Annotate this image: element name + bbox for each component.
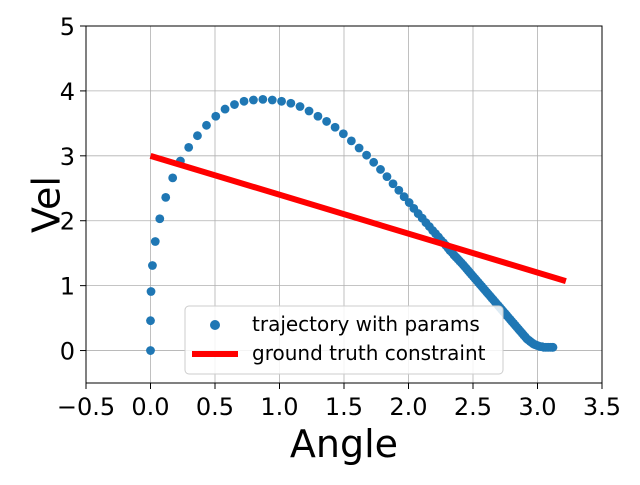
x-tick-label: 0.0 (131, 393, 169, 421)
x-tick-label: 2.0 (389, 393, 427, 421)
trajectory-point (382, 172, 392, 181)
y-tick-label: 3 (60, 143, 75, 171)
legend: trajectory with params ground truth cons… (184, 305, 504, 375)
trajectory-point (388, 179, 398, 189)
y-tick-label: 5 (60, 13, 75, 41)
trajectory-point (230, 100, 239, 109)
axis-ticks: −0.5 0.0 0.5 1.0 1.5 2.0 2.5 3.0 3.5 0 1 2 3 4 5 (57, 13, 621, 421)
legend-label-ground-truth: ground truth constraint (252, 341, 486, 365)
trajectory-point (184, 142, 194, 152)
trajectory-point (322, 117, 331, 126)
x-tick-label: 0.5 (196, 393, 234, 421)
trajectory-point (267, 95, 277, 105)
trajectory-point (150, 237, 160, 246)
trajectory-point (146, 346, 155, 355)
trajectory-point (548, 342, 558, 352)
trajectory-point (211, 111, 221, 121)
trajectory-point (304, 106, 314, 116)
trajectory-point (146, 287, 156, 296)
x-axis-label: Angle (290, 422, 398, 466)
y-axis-label: Vel (24, 176, 68, 233)
trajectory-point (258, 94, 268, 104)
trajectory-point (193, 131, 202, 141)
trajectory-point (277, 96, 286, 106)
trajectory-point (249, 95, 258, 105)
y-tick-label: 1 (60, 273, 75, 301)
trajectory-point (155, 214, 165, 224)
trajectory-point (330, 122, 340, 132)
trajectory-point (220, 104, 230, 114)
x-tick-label: 2.5 (454, 393, 492, 421)
trajectory-point (161, 192, 171, 202)
ground-truth-line (149, 152, 567, 284)
trajectory-point (369, 157, 379, 167)
trajectory-point (338, 129, 348, 139)
trajectory-point (354, 143, 364, 153)
trajectory-point (286, 98, 296, 108)
trajectory-point (168, 173, 178, 183)
trajectory-point (295, 102, 305, 111)
x-tick-label: 3.0 (518, 393, 556, 421)
trajectory-point (394, 185, 404, 195)
trajectory-point (146, 316, 155, 326)
trajectory-point (346, 136, 356, 146)
y-tick-label: 4 (60, 78, 75, 106)
legend-box (184, 305, 504, 375)
y-tick-label: 2 (60, 208, 75, 236)
trajectory-point (313, 111, 323, 121)
x-tick-label: 1.0 (260, 393, 298, 421)
x-tick-label: 3.5 (583, 393, 621, 421)
legend-label-trajectory: trajectory with params (252, 312, 480, 336)
trajectory-point (202, 120, 211, 130)
trajectory-point (148, 261, 157, 270)
trajectory-point (376, 165, 385, 174)
trajectory-point (362, 150, 371, 160)
trajectory-point (239, 96, 249, 106)
x-tick-label: 1.5 (325, 393, 363, 421)
legend-marker-trajectory (210, 320, 220, 330)
trajectory-point (399, 192, 409, 202)
x-tick-label: −0.5 (57, 393, 115, 421)
y-tick-label: 0 (60, 338, 75, 366)
